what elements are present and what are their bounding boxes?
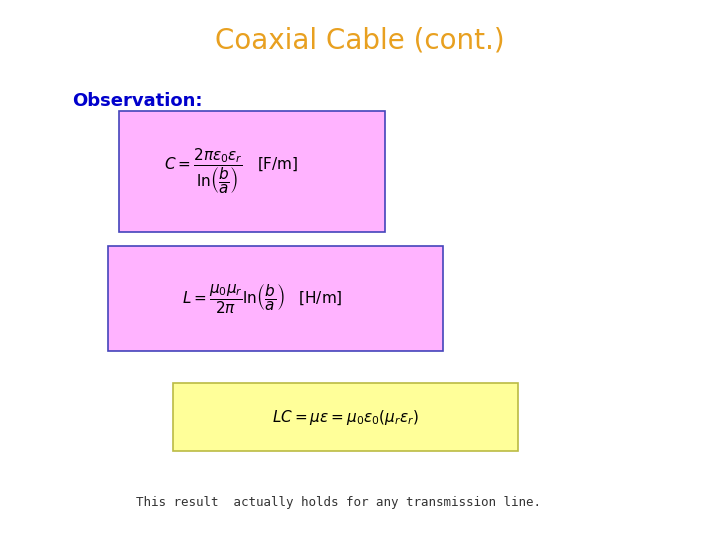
FancyBboxPatch shape: [173, 383, 518, 451]
Text: Coaxial Cable (cont.): Coaxial Cable (cont.): [215, 27, 505, 55]
Text: $L = \dfrac{\mu_0\mu_r}{2\pi}\ln\!\left(\dfrac{b}{a}\right)$   $\mathrm{[H/m]}$: $L = \dfrac{\mu_0\mu_r}{2\pi}\ln\!\left(…: [182, 282, 343, 315]
FancyBboxPatch shape: [119, 111, 385, 232]
Text: $LC = \mu\varepsilon = \mu_0\varepsilon_0\left(\mu_r\varepsilon_r\right)$: $LC = \mu\varepsilon = \mu_0\varepsilon_…: [272, 408, 419, 427]
Text: $C = \dfrac{2\pi\varepsilon_0\varepsilon_r}{\ln\!\left(\dfrac{b}{a}\right)}$   $: $C = \dfrac{2\pi\varepsilon_0\varepsilon…: [164, 147, 299, 196]
Text: Observation:: Observation:: [72, 92, 202, 110]
FancyBboxPatch shape: [108, 246, 443, 351]
Text: This result  actually holds for any transmission line.: This result actually holds for any trans…: [136, 496, 541, 509]
